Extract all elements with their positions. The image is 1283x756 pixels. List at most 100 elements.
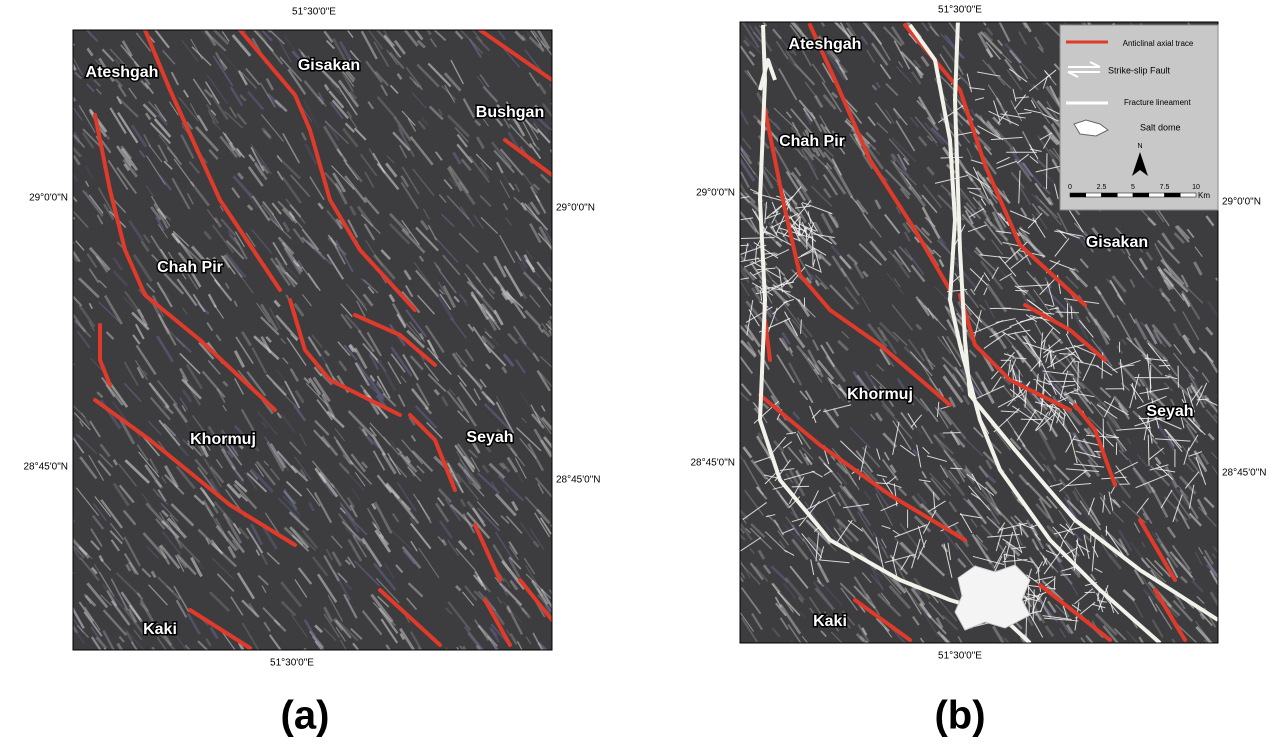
scale-segment bbox=[1070, 193, 1086, 197]
terrain-texture bbox=[1226, 607, 1239, 628]
terrain-texture bbox=[552, 122, 564, 144]
coord-label: 51°30'0"E bbox=[938, 651, 982, 662]
place-label: Gisakan bbox=[298, 57, 360, 74]
terrain-texture bbox=[554, 315, 568, 330]
legend-box bbox=[1060, 25, 1218, 210]
terrain-texture bbox=[552, 294, 560, 302]
terrain-texture bbox=[319, 653, 329, 663]
terrain-texture bbox=[1227, 113, 1246, 138]
scale-segment bbox=[1102, 193, 1118, 197]
terrain-texture bbox=[1221, 621, 1226, 626]
terrain-texture bbox=[1219, 284, 1233, 301]
scale-segment bbox=[1149, 193, 1165, 197]
terrain-texture bbox=[60, 609, 70, 620]
terrain-texture bbox=[1224, 535, 1248, 559]
terrain-texture bbox=[551, 525, 569, 555]
terrain-texture bbox=[1227, 113, 1247, 141]
coord-label: 51°30'0"E bbox=[292, 7, 336, 18]
terrain-texture bbox=[66, 575, 70, 581]
terrain-texture bbox=[418, 647, 436, 678]
terrain-texture bbox=[61, 415, 68, 426]
coord-label: 51°30'0"E bbox=[270, 658, 314, 669]
terrain-texture bbox=[525, 659, 538, 680]
terrain-texture bbox=[62, 576, 66, 583]
terrain-texture bbox=[558, 162, 571, 182]
terrain-texture bbox=[1224, 445, 1243, 467]
scale-label: 5 bbox=[1131, 184, 1135, 191]
terrain-texture bbox=[556, 217, 569, 230]
terrain-texture bbox=[559, 458, 565, 467]
terrain-texture bbox=[552, 223, 563, 237]
legend-label: Salt dome bbox=[1140, 122, 1181, 132]
figure: 51°30'0"E 51°30'0"E 29°0'0"N 29°0'0"N 28… bbox=[0, 0, 1283, 751]
terrain-texture bbox=[1221, 239, 1233, 258]
terrain-texture bbox=[1220, 418, 1234, 437]
terrain-texture bbox=[553, 314, 566, 339]
terrain-texture bbox=[559, 519, 568, 535]
terrain-texture bbox=[223, 659, 237, 673]
terrain-texture bbox=[732, 114, 739, 123]
terrain-texture bbox=[553, 216, 559, 225]
terrain-texture bbox=[909, 650, 913, 657]
terrain-texture bbox=[983, 648, 988, 654]
terrain-texture bbox=[1218, 501, 1230, 520]
scale-unit: Km bbox=[1198, 191, 1210, 200]
terrain-texture bbox=[894, 647, 916, 670]
terrain-texture bbox=[552, 133, 568, 153]
terrain-texture bbox=[551, 129, 570, 151]
legend-label: Strike-slip Fault bbox=[1108, 65, 1171, 75]
terrain-texture bbox=[554, 165, 561, 176]
coord-label: 28°45'0"N bbox=[1222, 468, 1267, 479]
terrain-texture bbox=[61, 205, 74, 219]
terrain-texture bbox=[557, 226, 562, 231]
place-label: Gisakan bbox=[1086, 234, 1148, 251]
terrain-texture bbox=[62, 561, 74, 574]
terrain-texture bbox=[520, 21, 526, 29]
terrain-texture bbox=[525, 657, 533, 669]
terrain-texture bbox=[1222, 230, 1233, 241]
terrain-texture bbox=[1220, 635, 1235, 659]
terrain-texture bbox=[1227, 525, 1238, 541]
terrain-texture bbox=[1059, 649, 1078, 669]
scale-segment bbox=[1133, 193, 1149, 197]
terrain-texture bbox=[99, 655, 105, 662]
coord-label: 29°0'0"N bbox=[556, 203, 595, 214]
terrain-texture bbox=[1115, 644, 1124, 654]
fracture-lineament bbox=[1159, 365, 1170, 366]
terrain-texture bbox=[263, 23, 269, 31]
coord-label: 28°45'0"N bbox=[24, 462, 69, 473]
terrain-texture bbox=[983, 13, 987, 19]
fracture-lineament bbox=[1103, 418, 1104, 451]
terrain-texture bbox=[738, 646, 757, 665]
terrain-texture bbox=[1218, 322, 1229, 332]
scale-segment bbox=[1180, 193, 1196, 197]
terrain-texture bbox=[525, 22, 529, 28]
terrain-texture bbox=[1221, 575, 1226, 582]
place-label: Ateshgah bbox=[789, 36, 862, 53]
scale-label: 10 bbox=[1192, 184, 1200, 191]
place-label: Chah Pir bbox=[779, 133, 845, 150]
terrain-texture bbox=[506, 657, 527, 678]
terrain-texture bbox=[795, 649, 801, 659]
terrain-texture bbox=[107, 655, 124, 679]
legend-label: Fracture lineament bbox=[1124, 98, 1191, 107]
terrain-texture bbox=[1182, 648, 1191, 664]
terrain-texture bbox=[557, 157, 574, 181]
terrain-texture bbox=[384, 657, 399, 684]
terrain-texture bbox=[919, 649, 934, 679]
terrain-texture bbox=[731, 241, 740, 250]
terrain-texture bbox=[554, 551, 572, 568]
terrain-texture bbox=[1220, 340, 1239, 368]
terrain-texture bbox=[454, 652, 461, 663]
terrain-texture bbox=[61, 639, 66, 644]
terrain-texture bbox=[1218, 527, 1223, 532]
scale-segment bbox=[1117, 193, 1133, 197]
terrain-texture bbox=[427, 660, 452, 686]
terrain-texture bbox=[1224, 140, 1234, 158]
terrain-texture bbox=[554, 61, 565, 75]
terrain-texture bbox=[555, 361, 573, 385]
terrain-texture bbox=[1221, 441, 1236, 456]
terrain-texture bbox=[487, 654, 501, 668]
place-label: Chah Pir bbox=[157, 259, 223, 276]
terrain-texture bbox=[60, 335, 67, 346]
